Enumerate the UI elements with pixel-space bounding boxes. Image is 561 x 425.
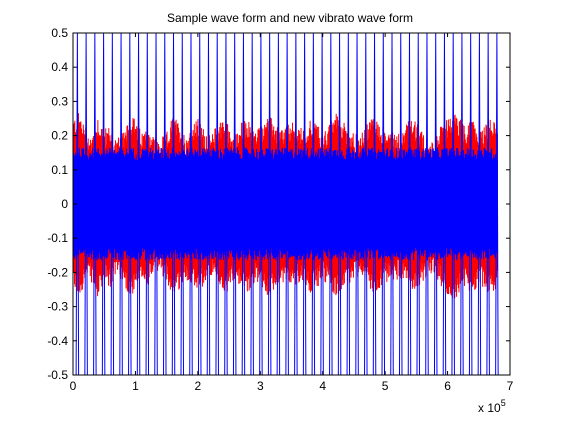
y-tick-label: 0.3 — [51, 94, 68, 108]
y-tick-label: 0.1 — [51, 163, 68, 177]
x-tick-label: 7 — [507, 379, 514, 393]
series-blue-spike — [110, 33, 115, 375]
series-blue-spike — [302, 33, 307, 375]
series-blue-spike — [93, 33, 97, 375]
series-blue-spike — [364, 33, 368, 375]
x-tick-label: 0 — [70, 379, 77, 393]
series-blue-spike — [232, 33, 237, 375]
series-blue-spike — [163, 33, 167, 375]
series-blue-spike — [390, 33, 394, 375]
series-blue-spike — [224, 33, 228, 375]
series-blue-spike — [433, 33, 438, 375]
series-blue-spike — [460, 33, 464, 375]
series-blue-spike — [355, 33, 359, 375]
series-blue-spike — [311, 33, 316, 375]
series-blue-spike — [425, 33, 429, 375]
series-blue-spike — [241, 33, 246, 375]
y-ticks: 0.5 0.4 0.3 0.2 0.1 0 -0.1 -0.2 -0.3 -0.4 -0.5 — [47, 26, 510, 382]
series-blue-spike — [206, 33, 211, 375]
series-blue-spike — [259, 33, 263, 375]
series-blue-spike — [442, 33, 447, 375]
x-tick-label: 1 — [132, 379, 139, 393]
series-blue-spike — [171, 33, 176, 375]
chart-title: Sample wave form and new vibrato wave fo… — [167, 11, 413, 25]
series-blue-body — [73, 147, 499, 261]
y-tick-label: -0.5 — [47, 368, 68, 382]
series-blue-spike — [180, 33, 184, 375]
x-tick-label: 3 — [257, 379, 264, 393]
series-blue-spike — [399, 33, 403, 375]
series-blue-spike — [197, 33, 202, 375]
series-blue-spike — [477, 33, 482, 375]
series-layer — [73, 33, 499, 375]
series-blue-spike — [128, 33, 132, 375]
y-tick-label: -0.3 — [47, 300, 68, 314]
series-blue-spike — [320, 33, 324, 375]
series-blue-spike — [119, 33, 123, 375]
series-blue-spike — [145, 33, 150, 375]
series-blue-spike — [381, 33, 386, 375]
y-tick-label: 0 — [61, 197, 68, 211]
x-multiplier-label: x 105 — [478, 398, 506, 415]
x-tick-label: 4 — [319, 379, 326, 393]
y-tick-label: -0.2 — [47, 265, 68, 279]
series-blue-spike — [451, 33, 455, 375]
series-blue-spike — [495, 33, 499, 375]
series-blue-spike — [337, 33, 342, 375]
series-blue-spike — [189, 33, 193, 375]
y-tick-label: -0.1 — [47, 231, 68, 245]
x-tick-label: 6 — [444, 379, 451, 393]
y-tick-label: -0.4 — [47, 334, 68, 348]
x-multiplier-exponent: 5 — [501, 398, 506, 408]
x-tick-label: 2 — [195, 379, 202, 393]
series-blue-spike — [372, 33, 377, 375]
series-blue-spike — [84, 33, 88, 375]
series-blue-spike — [294, 33, 298, 375]
series-blue-spike — [486, 33, 490, 375]
series-blue-spike — [346, 33, 351, 375]
series-blue-spike — [215, 33, 219, 375]
series-blue-spike — [468, 33, 473, 375]
series-blue-spike — [136, 33, 141, 375]
series-blue-spike — [285, 33, 289, 375]
series-blue-spike — [154, 33, 158, 375]
series-blue-spike — [416, 33, 420, 375]
y-tick-label: 0.2 — [51, 129, 68, 143]
series-blue-spike — [329, 33, 333, 375]
x-ticks: 0 1 2 3 4 5 6 7 — [70, 33, 514, 393]
series-blue-spike — [250, 33, 254, 375]
series-blue-spike — [276, 33, 281, 375]
series-blue-spike — [101, 33, 106, 375]
y-tick-label: 0.4 — [51, 60, 68, 74]
y-tick-label: 0.5 — [51, 26, 68, 40]
x-tick-label: 5 — [382, 379, 389, 393]
series-blue-spike — [407, 33, 412, 375]
series-blue-spike — [75, 33, 80, 375]
series-blue-spike — [267, 33, 272, 375]
